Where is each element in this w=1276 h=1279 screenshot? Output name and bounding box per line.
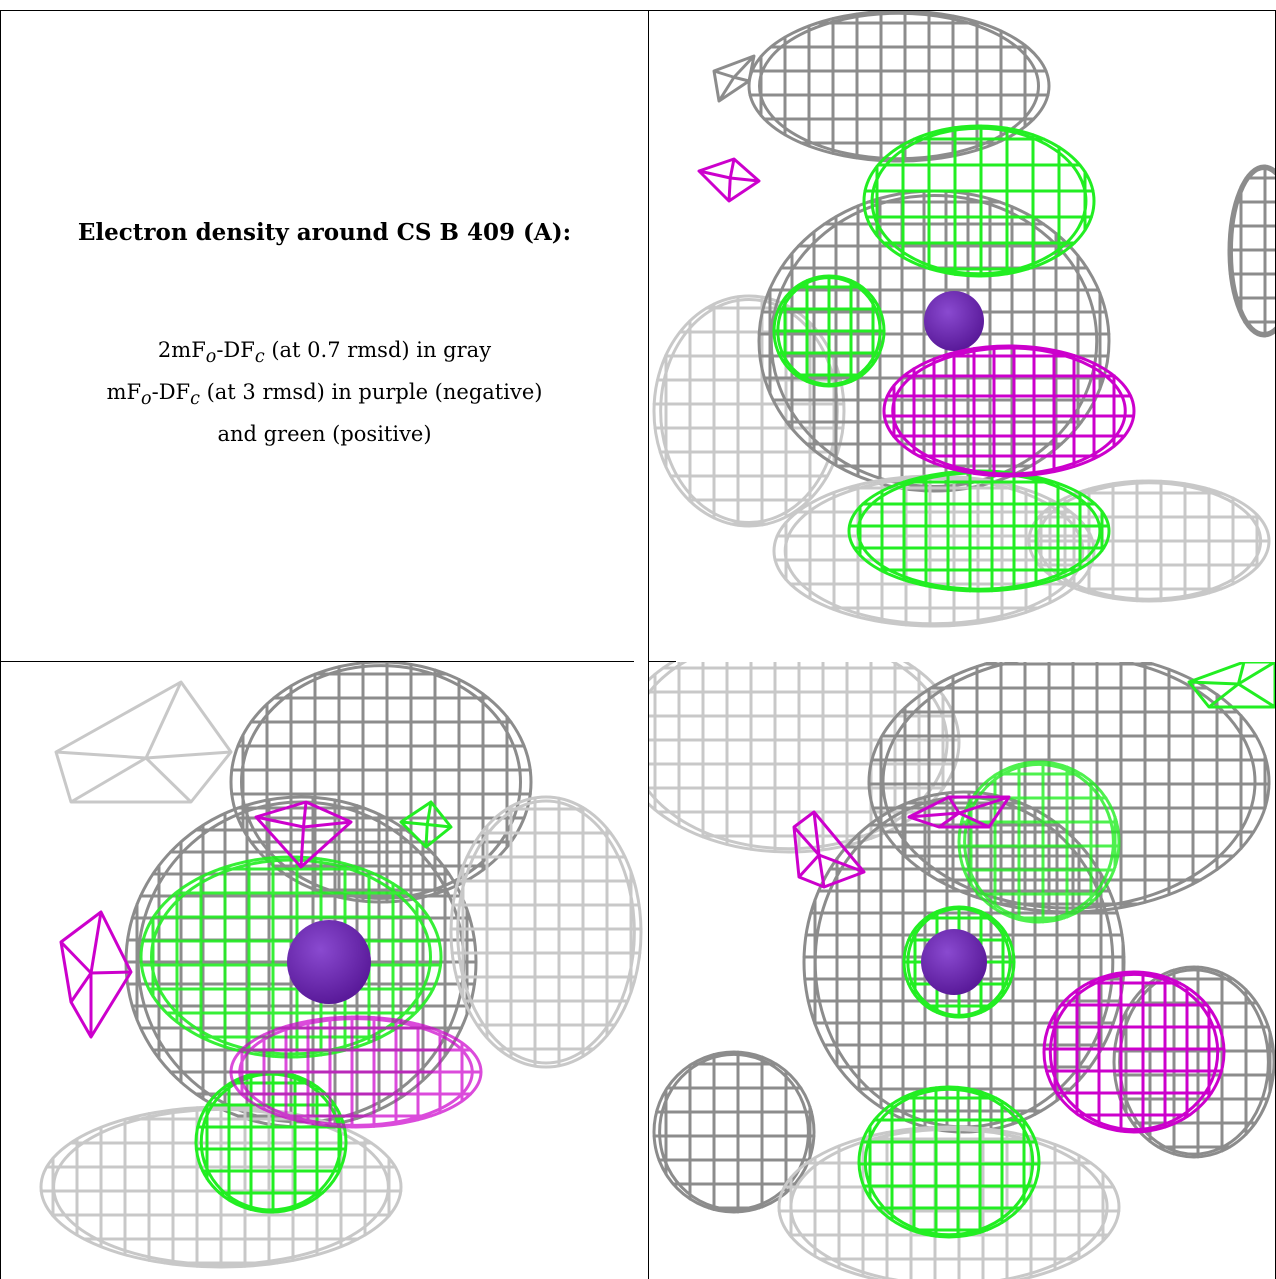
gray-mesh-bottom [772,474,1096,628]
negative-mesh-center [882,344,1136,478]
density-view-top-right [649,11,1275,661]
density-view-bottom-right [649,662,1275,1279]
gray-mesh-top-right [867,662,1271,914]
positive-mesh-corner [1187,662,1275,709]
caption-description: 2mFo-DFc (at 0.7 rmsd) in gray mFo-DFc (… [1,333,648,452]
cs-atom-sphere [287,920,371,1004]
gray-mesh-top [229,662,533,904]
cs-atom-sphere [921,929,987,995]
line2-sub-o: o [141,389,152,410]
middle-divider-left [0,661,634,662]
line1-b: -DF [216,338,255,362]
caption-line-3: and green (positive) [217,422,432,447]
line2-b: -DF [151,380,191,405]
positive-mesh-small [399,800,453,849]
positive-mesh-left [772,274,886,388]
gray-mesh-bottom [777,1125,1121,1279]
gray-mesh-right [1112,965,1275,1159]
cs-atom-sphere [924,291,984,351]
gray-mesh-lower-right [1027,479,1271,603]
negative-mesh-left [59,910,133,1039]
line2-a: mF [106,380,142,405]
gray-mesh-fragment [54,680,233,804]
gray-mesh-center [757,189,1111,493]
density-view-bottom-left [1,662,648,1279]
density-mesh-image [652,11,1275,628]
positive-mesh-lower [857,1085,1041,1239]
negative-mesh-small [697,157,761,203]
line1-sub-c: c [254,347,265,368]
line1-a: 2mF [157,338,206,362]
gray-mesh-top [747,11,1051,163]
negative-mesh-upper [254,800,353,869]
left-border [0,10,1,1279]
center-divider [648,10,649,1279]
positive-mesh-upper [957,760,1121,924]
gray-mesh-edge-right [1227,164,1275,338]
line2-sub-c: c [190,389,200,410]
gray-mesh-lower-left [652,1050,816,1214]
caption-title: Electron density around CS B 409 (A): [77,219,572,246]
positive-mesh-lower [847,469,1111,593]
gray-mesh-fragment [712,54,756,103]
positive-mesh-upper [862,124,1096,278]
line2-c: (at 3 rmsd) in purple (negative) [199,380,543,405]
gray-mesh-top-left [649,662,961,854]
caption-panel: Electron density around CS B 409 (A): 2m… [1,11,648,661]
negative-mesh-lower [229,1015,483,1129]
caption-line-1: 2mFo-DFc (at 0.7 rmsd) in gray [1,333,648,375]
caption-line-2: mFo-DFc (at 3 rmsd) in purple (negative) [1,375,648,417]
negative-mesh-right [1042,970,1226,1134]
top-border [0,10,1276,11]
line1-sub-o: o [205,347,217,368]
negative-mesh-upper [907,795,1011,829]
negative-mesh-left [792,810,866,889]
density-mesh-image [39,662,643,1269]
density-mesh-image [649,662,1275,1279]
gray-mesh-bottom [39,1105,403,1269]
gray-mesh-right [449,795,643,1069]
middle-divider-right [648,661,676,662]
line1-c: (at 0.7 rmsd) in gray [264,338,492,362]
gray-mesh-left [652,294,846,528]
